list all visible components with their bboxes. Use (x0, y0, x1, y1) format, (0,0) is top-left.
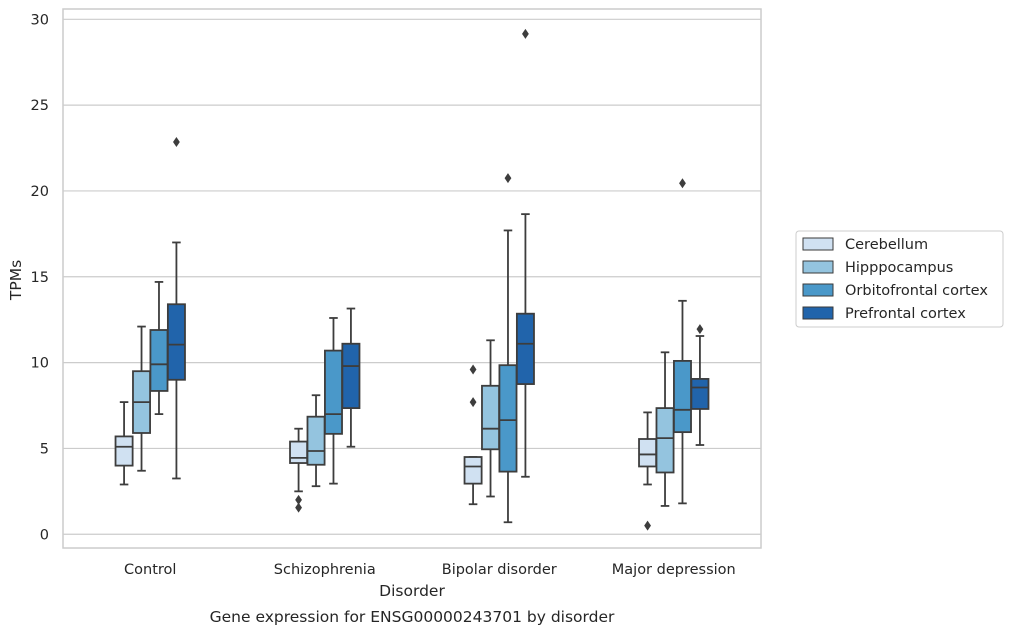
box-orbitofrontal-cortex (498, 173, 518, 524)
legend-swatch-2 (802, 283, 834, 297)
x-tick-label: Bipolar disorder (442, 562, 557, 578)
legend-label-1: Hipppocampus (845, 260, 953, 276)
box-cerebellum (289, 427, 309, 513)
legend-label-2: Orbitofrontal cortex (845, 283, 988, 299)
box-prefrontal-cortex (341, 307, 361, 448)
box-orbitofrontal-cortex (149, 281, 169, 416)
y-tick-label: 20 (31, 184, 49, 200)
outlier-point (504, 173, 512, 184)
box-orbitofrontal-cortex (324, 317, 343, 485)
outlier-point (295, 502, 302, 513)
y-tick-label: 15 (31, 270, 49, 286)
y-axis-label: TPMs (7, 260, 25, 301)
box-iqr (341, 342, 361, 410)
box-iqr (463, 456, 483, 485)
y-tick-label: 30 (31, 12, 49, 28)
box-iqr (306, 415, 326, 466)
box-cerebellum (463, 364, 483, 506)
legend-frame (795, 230, 1004, 328)
x-tick-label: Schizophrenia (274, 562, 376, 578)
x-tick-label: Major depression (612, 562, 736, 578)
box-hipppocampus (306, 394, 326, 488)
box-iqr (498, 364, 518, 473)
outlier-point (469, 397, 477, 408)
box-prefrontal-cortex (515, 28, 535, 478)
legend-swatch-3 (802, 306, 834, 320)
box-iqr (289, 440, 309, 464)
box-iqr (166, 303, 186, 381)
box-groups (114, 28, 710, 531)
legend-swatch-1 (802, 260, 834, 274)
outlier-point (522, 28, 529, 39)
box-orbitofrontal-cortex (673, 178, 692, 505)
box-prefrontal-cortex (166, 137, 186, 480)
outlier-point (679, 178, 686, 189)
box-iqr (690, 378, 710, 410)
box-hipppocampus (132, 325, 151, 472)
box-cerebellum (638, 411, 658, 531)
y-tick-labels: 0 5 10 15 20 25 30 (31, 12, 49, 543)
box-hipppocampus (655, 351, 675, 507)
y-tick-label: 5 (40, 441, 49, 457)
box-iqr (149, 329, 169, 392)
outlier-point (696, 324, 704, 335)
outlier-point (469, 364, 477, 375)
y-tick-label: 25 (31, 98, 49, 114)
outlier-point (173, 137, 180, 148)
legend-swatch-0 (802, 237, 834, 251)
box-hipppocampus (481, 339, 500, 498)
x-tick-labels: Control Schizophrenia Bipolar disorder Majo… (124, 562, 736, 578)
legend-label-3: Prefrontal cortex (845, 306, 966, 322)
chart-caption: Gene expression for ENSG00000243701 by d… (210, 608, 615, 626)
y-tick-label: 10 (31, 356, 49, 372)
box-iqr (324, 349, 343, 435)
y-tick-label: 0 (40, 527, 49, 543)
x-axis-label: Disorder (379, 582, 445, 600)
outlier-point (644, 520, 651, 531)
legend-label-0: Cerebellum (845, 237, 928, 253)
box-iqr (114, 435, 134, 467)
box-iqr (515, 312, 535, 385)
legend: Cerebellum Hipppocampus Orbitofrontal co… (795, 230, 1004, 328)
plot-frame (62, 8, 762, 549)
box-prefrontal-cortex (690, 324, 710, 446)
outlier-point (295, 494, 302, 505)
box-iqr (481, 384, 500, 451)
box-iqr (638, 438, 658, 468)
x-tick-label: Control (124, 562, 176, 578)
box-iqr (655, 407, 675, 474)
box-iqr (673, 359, 692, 434)
box-cerebellum (114, 401, 134, 486)
